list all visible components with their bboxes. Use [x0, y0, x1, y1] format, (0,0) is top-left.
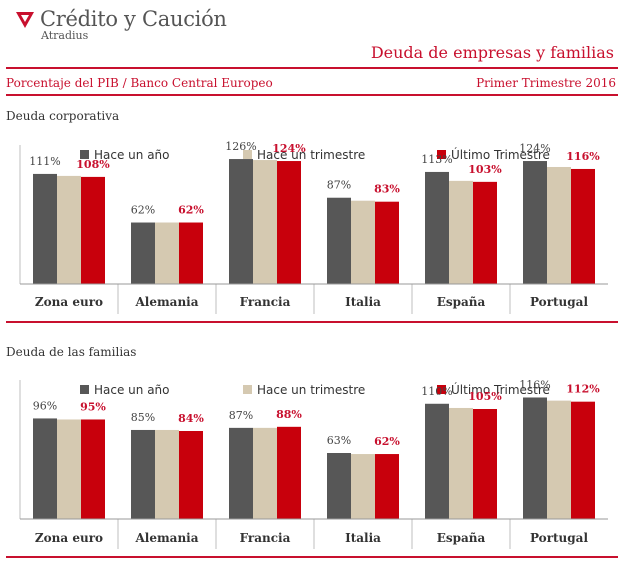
bar-0-3-0: [327, 197, 351, 284]
report-title: Deuda de empresas y familias: [370, 43, 614, 62]
report-period: Primer Trimestre 2016: [476, 76, 616, 90]
bar-1-5-0: [523, 397, 547, 519]
category-label-1-3: Italia: [345, 531, 381, 545]
bar-0-1-0: [131, 222, 155, 284]
bar-1-3-2: [375, 454, 399, 519]
value-label-prev-1-4: 110%: [421, 385, 452, 398]
value-label-prev-1-0: 96%: [33, 399, 57, 412]
legend-label-1: Hace un trimestre: [257, 383, 365, 397]
bar-1-0-1: [57, 419, 81, 519]
chart-title-households: Deuda de las familias: [6, 345, 137, 359]
bar-0-0-1: [57, 175, 81, 284]
legend-swatch-0: [80, 385, 89, 394]
value-label-last-1-1: 84%: [178, 412, 204, 425]
bar-0-4-2: [473, 181, 497, 284]
bar-1-3-0: [327, 453, 351, 519]
section-divider: [6, 321, 618, 323]
category-label-1-4: España: [437, 531, 486, 545]
bar-1-4-1: [449, 407, 473, 519]
chart-title-corporate: Deuda corporativa: [6, 109, 120, 123]
chart-corporate-debt: Hace un año Hace un trimestre Último Trime…: [19, 140, 608, 314]
bar-0-3-1: [351, 200, 375, 284]
brand-subname: Atradius: [41, 29, 89, 42]
category-label-0-5: Portugal: [530, 295, 588, 309]
legend-swatch-1: [243, 150, 252, 159]
bar-0-3-2: [375, 201, 399, 284]
bar-0-2-2: [277, 161, 301, 284]
bar-1-4-2: [473, 409, 497, 519]
value-label-prev-0-1: 62%: [131, 204, 155, 217]
value-label-last-0-1: 62%: [178, 204, 204, 217]
value-label-last-0-2: 124%: [272, 142, 306, 155]
legend-swatch-0: [80, 150, 89, 159]
legend-swatch-2: [437, 150, 446, 159]
value-label-last-1-3: 62%: [374, 435, 400, 448]
bar-1-2-0: [229, 427, 253, 519]
bar-1-0-0: [33, 418, 57, 519]
brand-logo-icon: [16, 12, 34, 28]
category-label-0-3: Italia: [345, 295, 381, 309]
category-label-0-0: Zona euro: [35, 295, 103, 309]
value-label-prev-0-4: 113%: [421, 153, 452, 166]
value-label-last-0-3: 83%: [374, 183, 400, 196]
value-label-prev-1-5: 116%: [519, 378, 550, 391]
subheader-divider: [6, 94, 618, 96]
value-label-prev-0-3: 87%: [327, 179, 351, 192]
value-label-last-1-2: 88%: [276, 408, 302, 421]
bar-1-1-2: [179, 431, 203, 519]
category-label-1-2: Francia: [240, 531, 291, 545]
value-label-last-0-4: 103%: [468, 163, 502, 176]
bar-0-4-1: [449, 180, 473, 284]
bar-1-5-2: [571, 401, 595, 519]
bar-1-3-1: [351, 454, 375, 519]
value-label-prev-0-2: 126%: [225, 140, 256, 153]
category-label-0-1: Alemania: [134, 295, 198, 309]
bar-1-4-0: [425, 403, 449, 519]
bar-1-0-2: [81, 419, 105, 519]
brand-name: Crédito y Caución: [40, 7, 227, 31]
legend-label-1: Hace un trimestre: [257, 148, 365, 162]
bar-0-2-0: [229, 159, 253, 284]
bar-1-1-1: [155, 429, 179, 519]
value-label-last-0-0: 108%: [76, 158, 110, 171]
value-label-prev-1-3: 63%: [327, 434, 351, 447]
header-divider: [6, 67, 618, 69]
legend-label-2: Último Trimestre: [451, 147, 550, 162]
brand-logo: Crédito y Caución Atradius: [6, 4, 227, 42]
bar-1-2-2: [277, 426, 301, 519]
value-label-last-1-4: 105%: [468, 390, 502, 403]
bar-1-1-0: [131, 429, 155, 519]
bar-0-5-2: [571, 168, 595, 284]
footer-divider: [6, 556, 618, 558]
value-label-prev-1-2: 87%: [229, 409, 253, 422]
legend-swatch-2: [437, 385, 446, 394]
bar-1-2-1: [253, 427, 277, 519]
bar-0-2-1: [253, 160, 277, 284]
value-label-last-0-5: 116%: [566, 150, 600, 163]
category-label-1-5: Portugal: [530, 531, 588, 545]
category-label-0-2: Francia: [240, 295, 291, 309]
bar-1-5-1: [547, 400, 571, 519]
bar-0-5-1: [547, 166, 571, 284]
value-label-last-1-0: 95%: [80, 400, 106, 413]
value-label-prev-1-1: 85%: [131, 411, 155, 424]
legend-swatch-1: [243, 385, 252, 394]
report-subtitle: Porcentaje del PIB / Banco Central Europ…: [6, 76, 273, 90]
category-label-1-1: Alemania: [134, 531, 198, 545]
value-label-last-1-5: 112%: [566, 383, 600, 396]
bar-0-0-0: [33, 173, 57, 284]
category-label-1-0: Zona euro: [35, 531, 103, 545]
bar-0-4-0: [425, 171, 449, 284]
bar-0-1-1: [155, 222, 179, 284]
value-label-prev-0-0: 111%: [29, 155, 60, 168]
bar-0-1-2: [179, 222, 203, 284]
legend-label-2: Último Trimestre: [451, 382, 550, 397]
bar-0-5-0: [523, 161, 547, 284]
value-label-prev-0-5: 124%: [519, 142, 550, 155]
legend-label-0: Hace un año: [94, 383, 170, 397]
legend-label-0: Hace un año: [94, 148, 170, 162]
bar-0-0-2: [81, 176, 105, 284]
category-label-0-4: España: [437, 295, 486, 309]
